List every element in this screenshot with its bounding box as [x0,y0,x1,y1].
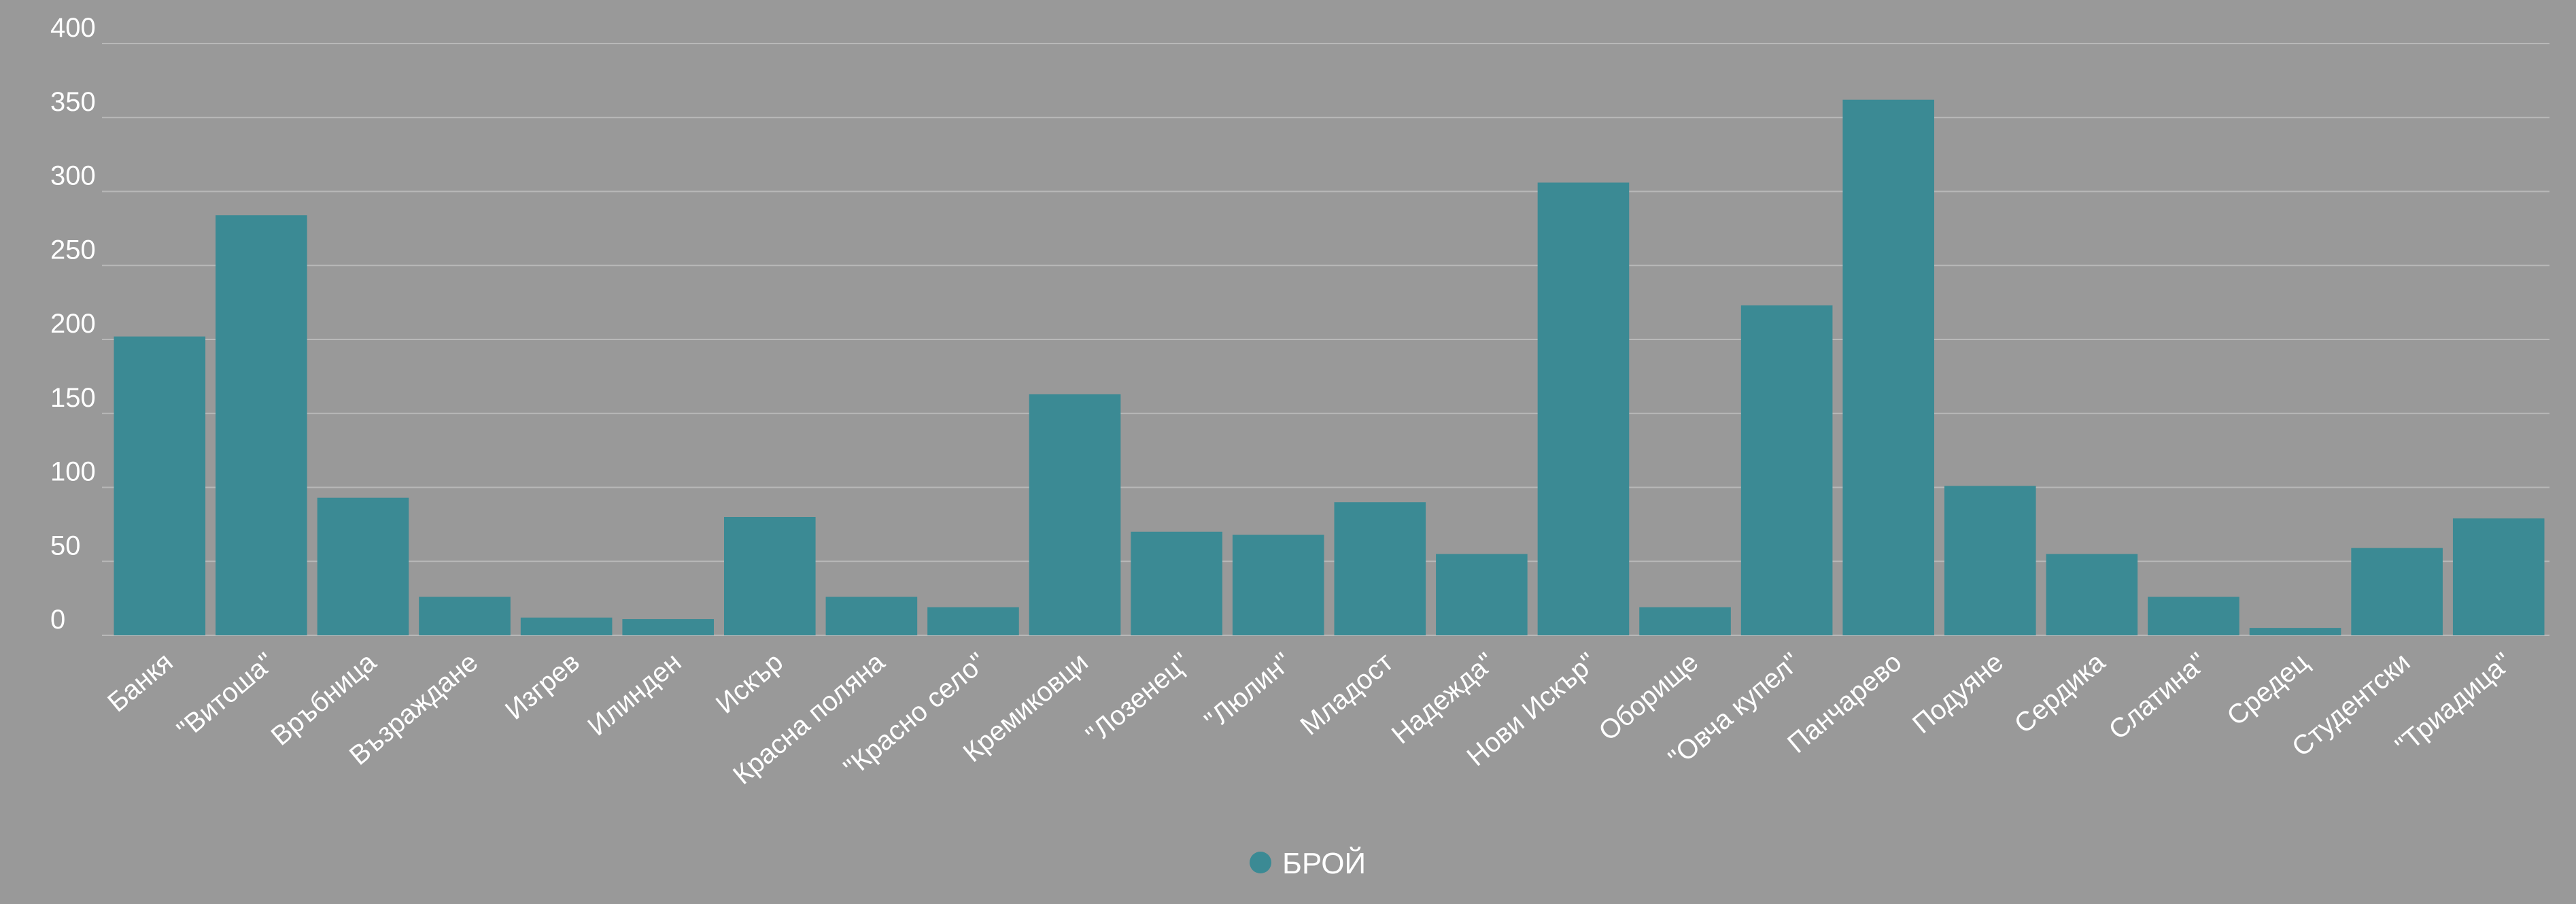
bar[interactable] [1842,99,1934,635]
legend[interactable]: БРОЙ [1250,846,1366,880]
y-tick-label: 300 [50,161,96,191]
x-tick-label: Младост [1295,647,1399,741]
bar[interactable] [419,597,511,635]
x-tick-label: Слатина" [2103,647,2213,746]
bar[interactable] [1537,182,1630,635]
bar[interactable] [317,497,409,635]
bar-series [114,99,2545,635]
bar[interactable] [2148,597,2239,635]
x-tick-label: Средец [2222,647,2314,731]
y-tick-label: 0 [50,605,65,635]
bar[interactable] [1639,607,1731,635]
y-tick-label: 350 [50,87,96,117]
grid-layer [102,43,2549,636]
bar[interactable] [622,619,714,635]
legend-swatch-icon[interactable] [1250,852,1271,873]
bar[interactable] [2046,554,2138,635]
x-tick-label: "Витоша" [171,647,280,745]
bar[interactable] [1029,394,1121,635]
bar[interactable] [1232,535,1324,635]
bar[interactable] [2351,548,2443,635]
x-tick-label: Банкя [102,647,178,718]
x-tick-label: "Люлин" [1199,647,1297,736]
y-tick-label: 250 [50,235,96,265]
y-tick-label: 150 [50,383,96,413]
x-tick-label: Панчарево [1782,647,1907,759]
bar[interactable] [114,336,206,635]
bar[interactable] [1131,531,1222,635]
bar[interactable] [1944,486,2036,635]
bar[interactable] [825,597,918,635]
bar[interactable] [1334,502,1426,635]
bar[interactable] [927,607,1019,635]
y-tick-label: 400 [50,13,96,43]
x-tick-label: Искър [710,647,789,720]
y-tick-label: 200 [50,309,96,339]
y-tick-label: 50 [50,531,81,560]
bar[interactable] [724,517,816,635]
x-tick-label: Илинден [582,647,687,741]
bar[interactable] [1740,305,1833,635]
y-axis-ticks: 0 50 100 150 200 250 300 350 400 [50,13,96,635]
bar[interactable] [520,617,613,635]
legend-label[interactable]: БРОЙ [1282,846,1366,880]
bar[interactable] [2249,628,2341,635]
bar[interactable] [1436,554,1528,635]
bar[interactable] [2452,518,2545,635]
x-tick-label: "Лозенец" [1080,647,1195,750]
x-tick-label: Изгрев [500,647,585,726]
x-tick-label: Сердика [2009,647,2111,739]
bar[interactable] [216,215,307,635]
x-tick-label: Подуяне [1907,647,2009,739]
y-tick-label: 100 [50,457,96,487]
